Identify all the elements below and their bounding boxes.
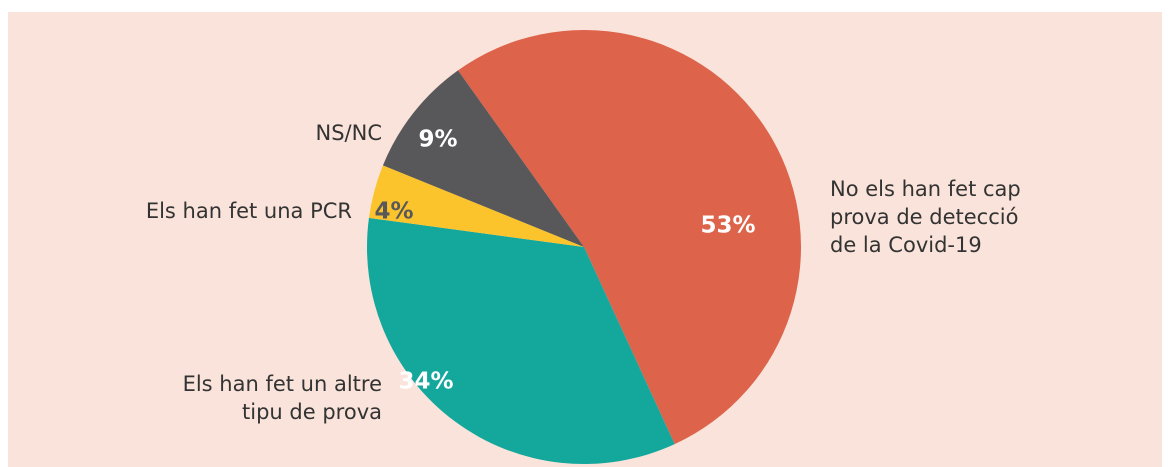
value-label: 34% xyxy=(398,369,453,395)
slice-label: prova de detecció xyxy=(830,205,1018,229)
slice-label: Els han fet una PCR xyxy=(146,199,352,223)
pie-slice xyxy=(368,165,584,247)
slice-label: No els han fet cap xyxy=(830,177,1021,201)
slice-label: tipu de prova xyxy=(242,400,382,424)
value-label: 4% xyxy=(374,199,413,225)
pie-slice xyxy=(366,217,675,464)
value-label: 53% xyxy=(700,213,755,239)
slice-label: de la Covid-19 xyxy=(830,233,982,257)
value-label: 9% xyxy=(418,127,457,153)
pie-slice xyxy=(457,30,801,445)
slice-label: NS/NC xyxy=(316,121,383,145)
pie-slice xyxy=(382,70,584,247)
slice-label: Els han fet un altre xyxy=(183,372,382,396)
